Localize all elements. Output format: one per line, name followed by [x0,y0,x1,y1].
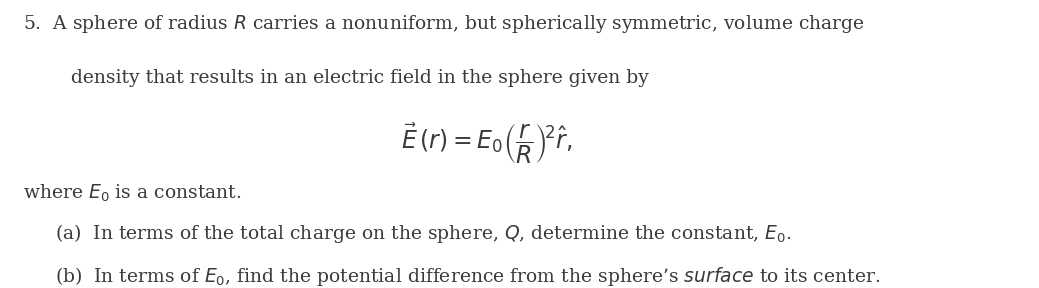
Text: $\vec{E}\,(r) = E_0 \left(\dfrac{r}{R}\right)^{\!2} \hat{r},$: $\vec{E}\,(r) = E_0 \left(\dfrac{r}{R}\r… [401,122,574,166]
Text: (a)  In terms of the total charge on the sphere, $Q$, determine the constant, $E: (a) In terms of the total charge on the … [55,222,792,245]
Text: 5.  A sphere of radius $R$ carries a nonuniform, but spherically symmetric, volu: 5. A sphere of radius $R$ carries a nonu… [23,13,864,35]
Text: where $E_0$ is a constant.: where $E_0$ is a constant. [23,183,241,204]
Text: density that results in an electric field in the sphere given by: density that results in an electric fiel… [72,69,649,87]
Text: (b)  In terms of $E_0$, find the potential difference from the sphere’s $\mathit: (b) In terms of $E_0$, find the potentia… [55,266,880,288]
